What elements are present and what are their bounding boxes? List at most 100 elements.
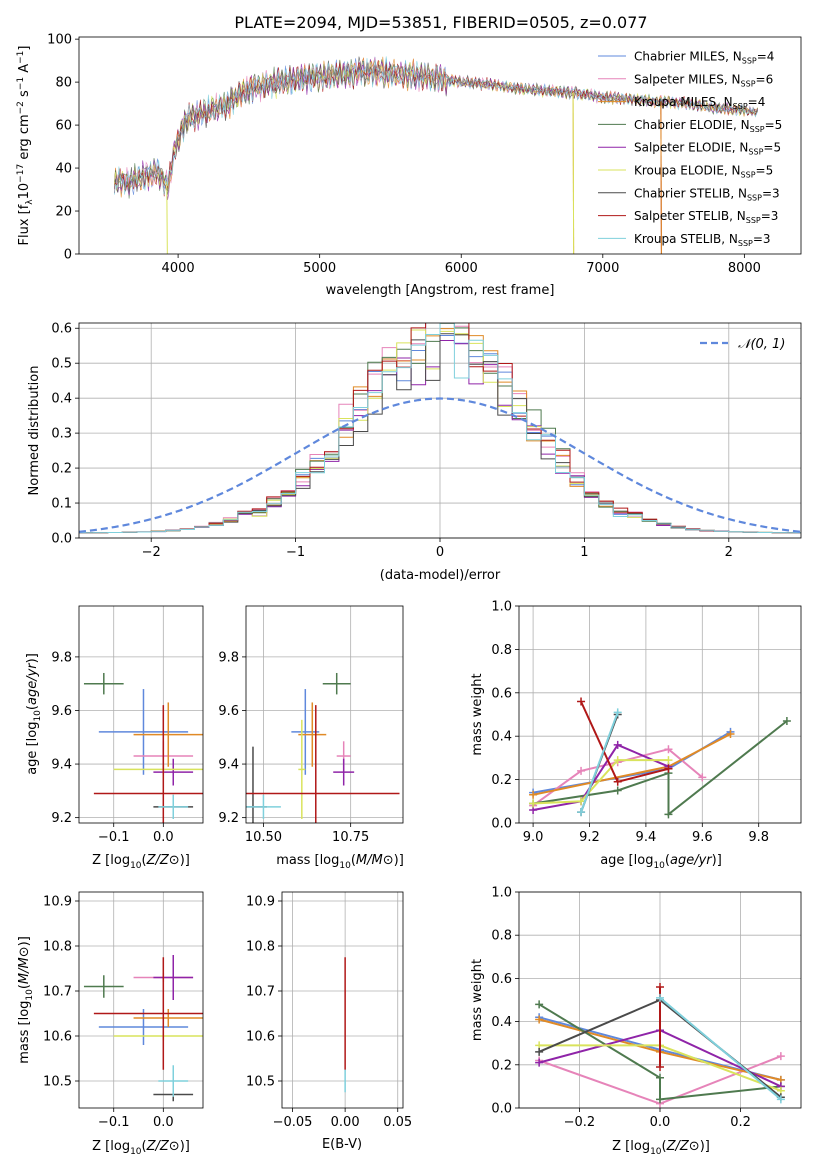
x-tick-label: 9.8 <box>748 830 769 845</box>
y-label-part: erg cm <box>17 114 32 163</box>
legend-label: 𝒩(0, 1) <box>738 337 785 352</box>
legend-label: Salpeter ELODIE, NSSP=5 <box>634 141 781 157</box>
label-part: ( <box>662 1139 667 1154</box>
spectrum-dropout <box>660 101 662 254</box>
label-part: age [log <box>25 722 40 775</box>
label-part: )] <box>394 853 404 868</box>
label-part: ( <box>665 853 670 868</box>
y-tick-label: 10.9 <box>246 895 275 910</box>
legend-label: Salpeter STELIB, NSSP=3 <box>634 209 778 225</box>
x-tick-label: 2 <box>725 545 733 560</box>
spectrum-panel: 4000 5000 6000 7000 8000 0 20 40 60 80 100 waveleng… <box>16 33 802 298</box>
label-part: Z/Z⊙ <box>146 853 180 868</box>
y-label-part: s <box>17 90 32 101</box>
label-part: )] <box>17 936 32 946</box>
plot-area <box>79 323 801 534</box>
y-tick-label: 9.8 <box>218 650 239 665</box>
y-tick-label: 0.0 <box>491 1102 512 1117</box>
weight-marker <box>656 993 664 1002</box>
y-label-part: −17 <box>16 164 26 183</box>
plot-area <box>529 697 791 819</box>
y-axis-label: age [log10(age/yr)] <box>25 653 43 775</box>
age-vs-mass-panel: 10.50 10.75 9.2 9.4 9.6 9.8 mass [log10(M/M⊙)] <box>218 605 404 871</box>
y-label-part: 10 <box>17 183 32 200</box>
legend-value: =6 <box>756 72 774 86</box>
x-axis-label: wavelength [Angstrom, rest frame] <box>326 283 555 298</box>
y-tick-label: 0.2 <box>491 773 512 788</box>
weight-line <box>580 711 619 813</box>
label-part: )] <box>25 653 40 663</box>
label-part: )] <box>180 1139 190 1154</box>
y-tick-label: 9.4 <box>218 758 239 773</box>
y-tick-label: 10.9 <box>43 895 72 910</box>
x-tick-label: 0.0 <box>153 1115 174 1130</box>
weight-marker <box>613 786 622 795</box>
x-tick-label: 6000 <box>445 261 478 276</box>
legend-label: Chabrier ELODIE, NSSP=5 <box>634 118 782 134</box>
label-subscript: 10 <box>130 861 142 871</box>
axis-group: 10.50 10.75 9.2 9.4 9.6 9.8 <box>218 605 404 845</box>
x-tick-label: 9.6 <box>692 830 713 845</box>
y-tick-label: 0.0 <box>51 532 72 547</box>
x-tick-label: 4000 <box>162 261 195 276</box>
legend-label: Kroupa STELIB, NSSP=3 <box>634 232 771 248</box>
weight-marker <box>698 773 707 782</box>
weight-line <box>532 743 669 811</box>
y-tick-label: 40 <box>55 162 72 177</box>
weight-marker <box>776 1095 785 1104</box>
y-tick-label: 0.6 <box>51 322 72 337</box>
weight-marker <box>535 1058 544 1067</box>
label-part: )] <box>712 853 722 868</box>
x-tick-label: 5000 <box>303 261 336 276</box>
label-part: mass [log <box>276 853 339 868</box>
legend-subscript: SSP <box>733 102 748 111</box>
weight-marker <box>535 1015 544 1024</box>
weight-marker <box>664 756 673 765</box>
legend-label: Kroupa MILES, NSSP=4 <box>634 95 765 111</box>
y-label-part: −2 <box>16 101 26 114</box>
x-tick-label: −0.2 <box>564 1115 596 1130</box>
weight-line <box>538 1003 782 1101</box>
spectrum-dropout <box>572 92 575 254</box>
y-tick-label: 0.3 <box>51 427 72 442</box>
mass-vs-metallicity-panel: −0.1 0.010.510.610.710.810.9Z [log10(Z/Z⊙… <box>17 891 204 1157</box>
grid-lines <box>79 892 203 1108</box>
y-tick-label: 9.8 <box>51 650 72 665</box>
weight-marker <box>656 1073 664 1082</box>
legend-series-name: Salpeter ELODIE, N <box>634 141 748 155</box>
axes-frame <box>78 605 204 824</box>
y-tick-label: 0 <box>64 248 72 263</box>
x-tick-label: 0 <box>436 545 444 560</box>
x-axis-label: Z [log10(Z/Z⊙)] <box>92 853 190 871</box>
weight-marker <box>613 708 622 717</box>
x-tick-label: 0.2 <box>730 1115 751 1130</box>
grid-lines <box>519 605 801 824</box>
axis-group: 9.0 9.2 9.4 9.6 9.8 0.0 0.2 0.4 0.6 0.8 1.0 <box>491 600 802 845</box>
y-tick-label: 0.2 <box>51 462 72 477</box>
label-subscript: 10 <box>25 989 35 1001</box>
weight-marker <box>782 717 791 726</box>
legend-subscript: SSP <box>747 193 762 202</box>
label-part: )] <box>700 1139 710 1154</box>
label-part: ( <box>142 1139 147 1154</box>
plot-area <box>83 955 203 1102</box>
weight-marker <box>577 697 586 706</box>
weight-marker <box>613 756 622 765</box>
label-subscript: 10 <box>33 710 43 722</box>
legend-label: Kroupa ELODIE, NSSP=5 <box>634 164 773 180</box>
y-tick-label: 1.0 <box>491 600 512 615</box>
weight-marker <box>613 740 622 749</box>
spectrum-dropout <box>166 183 168 254</box>
mass-vs-ebv-panel: −0.05 0.00 0.05 10.5 10.6 10.7 10.8 10.9 E(B-V) <box>246 891 412 1152</box>
weight-marker <box>535 1047 544 1056</box>
legend-series-name: Salpeter STELIB, N <box>634 209 746 223</box>
y-tick-label: 0.8 <box>491 643 512 658</box>
y-tick-label: 10.5 <box>246 1075 275 1090</box>
grid-lines <box>282 892 403 1108</box>
y-tick-label: 0.5 <box>51 357 72 372</box>
legend-value: =5 <box>765 118 783 132</box>
x-tick-label: 0.05 <box>383 1115 412 1130</box>
y-tick-label: 9.4 <box>51 758 72 773</box>
label-part: ( <box>25 705 40 710</box>
